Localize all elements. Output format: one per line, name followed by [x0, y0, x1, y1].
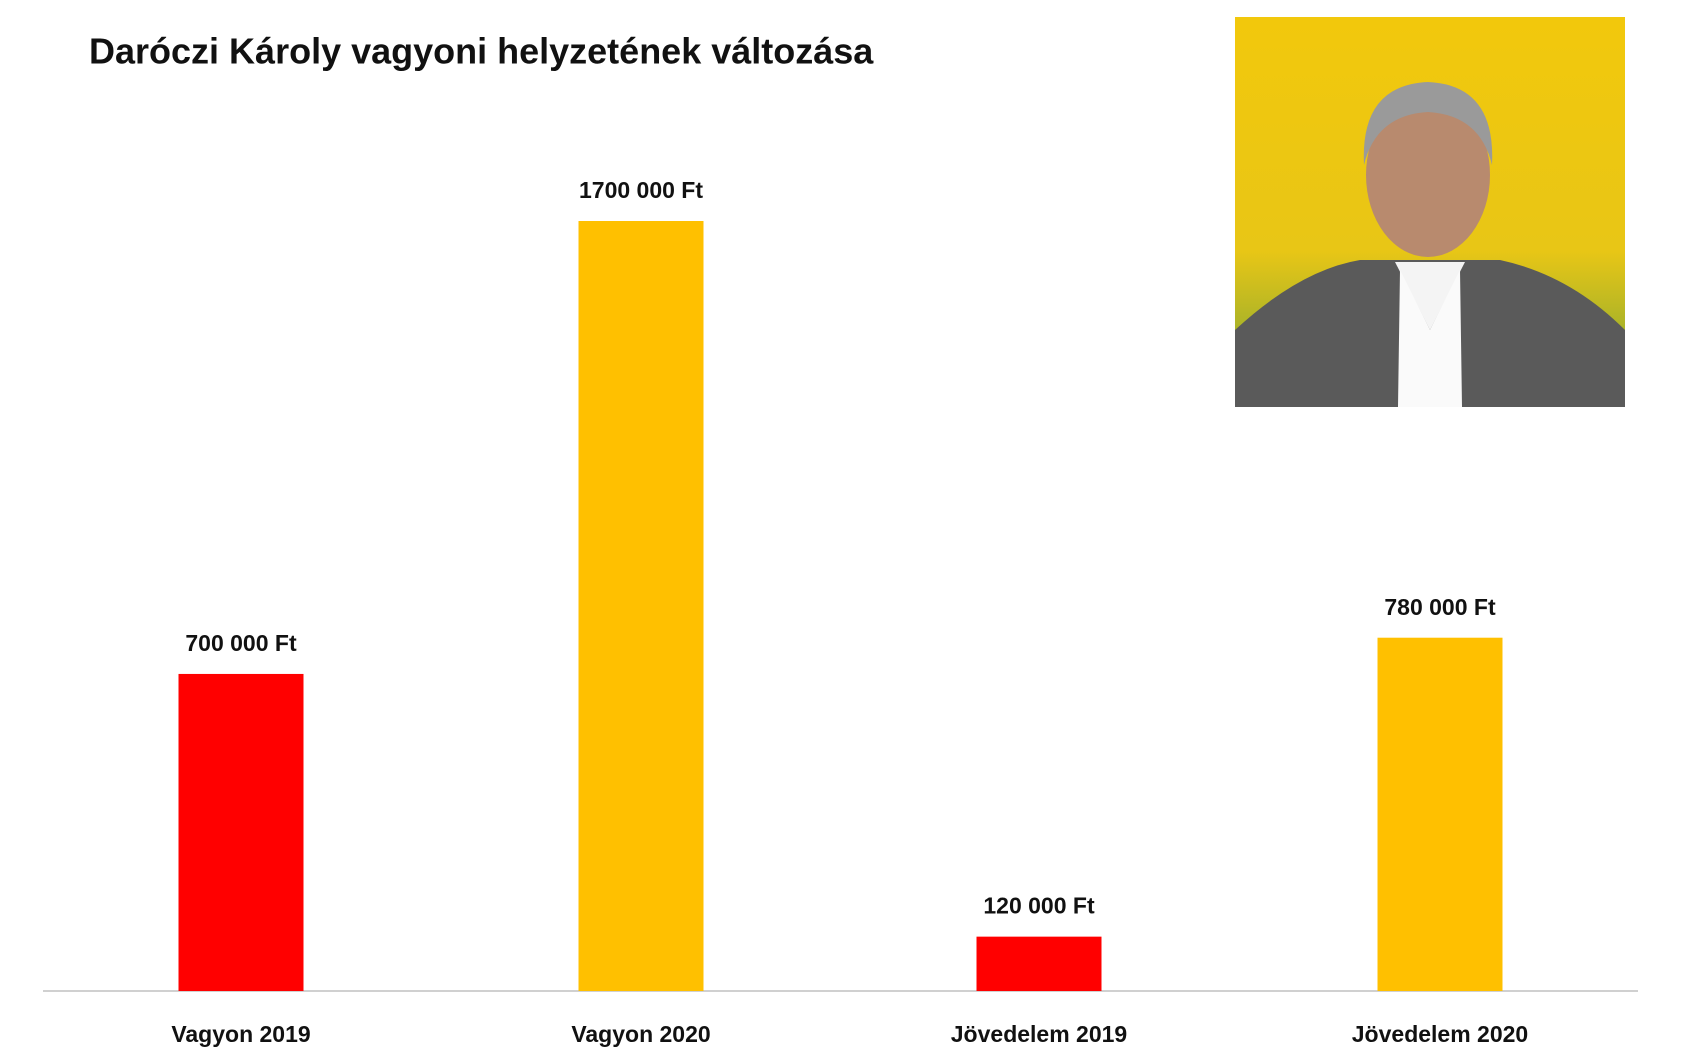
bar [178, 673, 304, 991]
chart-title: Daróczi Károly vagyoni helyzetének válto… [89, 31, 874, 72]
bar [976, 936, 1102, 991]
x-tick-label: Jövedelem 2019 [951, 1021, 1127, 1047]
bar [578, 221, 704, 991]
portrait [1235, 17, 1625, 407]
value-label: 780 000 Ft [1384, 594, 1496, 620]
bar [1377, 637, 1503, 991]
value-label: 700 000 Ft [185, 630, 297, 656]
x-tick-label: Vagyon 2019 [171, 1021, 310, 1047]
value-label: 1700 000 Ft [579, 177, 703, 203]
value-label: 120 000 Ft [983, 893, 1095, 919]
x-tick-label: Vagyon 2020 [571, 1021, 710, 1047]
x-tick-label: Jövedelem 2020 [1352, 1021, 1528, 1047]
